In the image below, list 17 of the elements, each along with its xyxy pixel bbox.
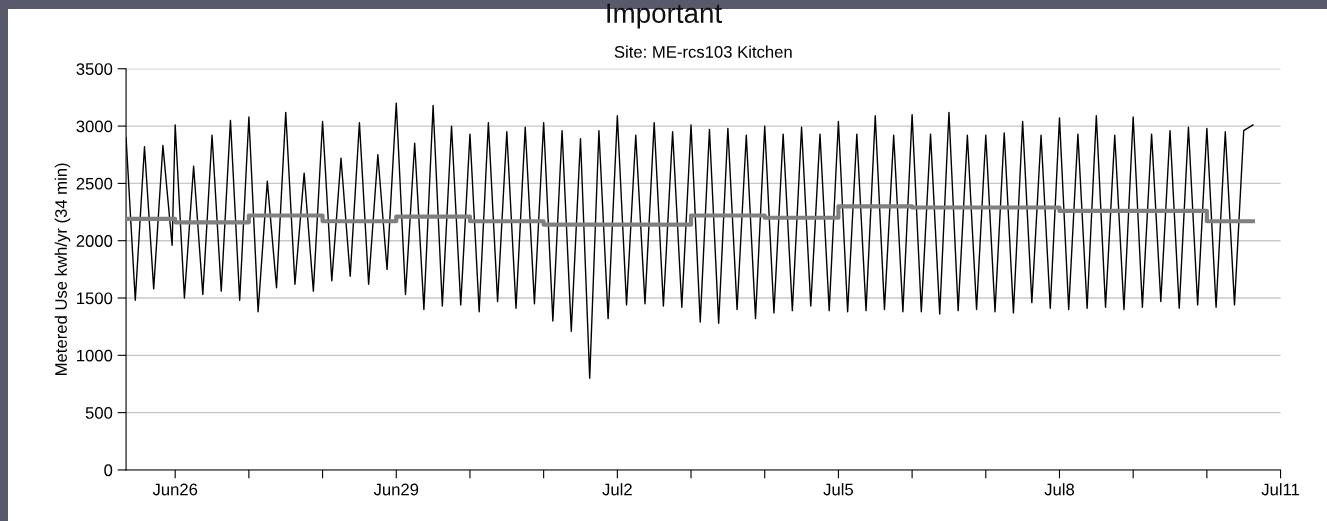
text: Important <box>607 3 722 29</box>
x-tick-label: Jun26 <box>152 483 198 496</box>
y-tick-label: 500 <box>85 407 113 419</box>
chart-title: Site: ME-rcs103 Kitchen <box>614 45 792 58</box>
y-tick-label: 3500 <box>76 63 113 75</box>
y-tick-label: 1000 <box>77 349 113 362</box>
y-tick-label: 3000 <box>76 120 113 133</box>
x-tick-label: Jul5 <box>823 483 853 496</box>
x-tick-label: Jun29 <box>373 483 419 496</box>
y-tick-label: 1500 <box>77 292 113 305</box>
y-axis-title: Metered Use kwh/yr (34 min) <box>54 163 71 375</box>
y-tick-label: 0 <box>104 464 113 477</box>
y-tick-label: 2000 <box>76 235 113 247</box>
x-tick-label: Jul2 <box>602 483 632 496</box>
y-tick-label: 2500 <box>76 177 113 190</box>
x-tick-label: Jul11 <box>1261 483 1300 496</box>
x-tick-label: Jul8 <box>1044 483 1075 496</box>
